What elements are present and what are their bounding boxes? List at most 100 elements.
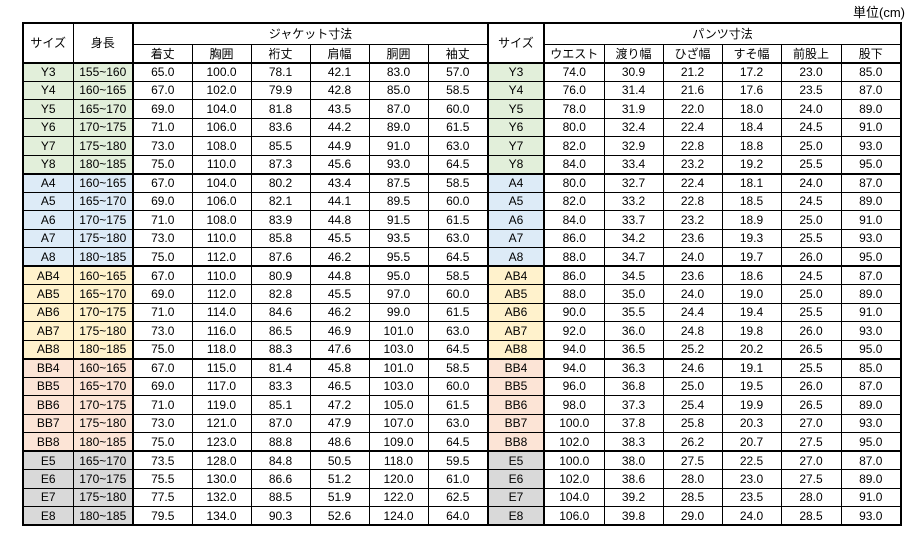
pants-value-cell: 104.0 (543, 487, 605, 507)
jacket-value-cell: 108.0 (191, 210, 252, 230)
jacket-value-cell: 110.0 (191, 154, 252, 174)
size-cell-right: AB5 (487, 284, 545, 304)
jacket-value-cell: 71.0 (132, 210, 193, 230)
header-jacket-col: 胴囲 (368, 43, 429, 64)
pants-value-cell: 18.5 (721, 191, 782, 211)
pants-value-cell: 39.8 (603, 506, 664, 526)
pants-value-cell: 33.2 (603, 191, 664, 211)
jacket-value-cell: 60.0 (427, 191, 489, 211)
table-row: Y8 180~185 75.0 110.0 87.3 45.6 93.0 64.5 Y8 84.0… (22, 154, 902, 174)
pants-value-cell: 33.7 (603, 210, 664, 230)
height-cell: 180~185 (72, 432, 134, 452)
jacket-value-cell: 69.0 (132, 191, 193, 211)
jacket-value-cell: 86.5 (250, 321, 311, 341)
table-row: A6 170~175 71.0 108.0 83.9 44.8 91.5 61.5 A6 84.0… (22, 210, 902, 230)
jacket-value-cell: 89.0 (368, 117, 429, 137)
header-jacket-col: 袖丈 (427, 43, 489, 64)
table-row: E5 165~170 73.5 128.0 84.8 50.5 118.0 59.5 E5 100… (22, 450, 902, 470)
height-cell: 160~165 (72, 80, 134, 100)
jacket-value-cell: 51.9 (309, 487, 370, 507)
size-cell: AB5 (22, 284, 74, 304)
pants-value-cell: 22.8 (662, 136, 723, 156)
pants-value-cell: 22.0 (662, 99, 723, 119)
size-cell: AB8 (22, 339, 74, 359)
jacket-value-cell: 106.0 (191, 117, 252, 137)
pants-value-cell: 25.0 (780, 210, 842, 230)
pants-value-cell: 19.0 (721, 284, 782, 304)
jacket-value-cell: 134.0 (191, 506, 252, 526)
jacket-value-cell: 43.4 (309, 172, 370, 193)
jacket-value-cell: 87.6 (250, 247, 311, 267)
pants-value-cell: 93.0 (840, 413, 902, 433)
pants-value-cell: 35.0 (603, 284, 664, 304)
jacket-value-cell: 91.0 (368, 136, 429, 156)
jacket-value-cell: 64.0 (427, 506, 489, 526)
jacket-value-cell: 85.8 (250, 228, 311, 248)
jacket-value-cell: 120.0 (368, 469, 429, 489)
height-cell: 160~165 (72, 265, 134, 285)
size-table-body: Y3 155~160 65.0 100.0 78.1 42.1 83.0 57.0 Y3 74.0… (22, 61, 902, 526)
pants-value-cell: 84.0 (543, 210, 605, 230)
table-row: A4 160~165 67.0 104.0 80.2 43.4 87.5 58.5 A4 80.0… (22, 172, 902, 193)
jacket-value-cell: 71.0 (132, 302, 193, 322)
pants-value-cell: 18.0 (721, 99, 782, 119)
pants-value-cell: 88.0 (543, 247, 605, 267)
size-cell-right: A6 (487, 210, 545, 230)
pants-value-cell: 87.0 (840, 80, 902, 100)
size-cell: E8 (22, 506, 74, 526)
pants-value-cell: 92.0 (543, 321, 605, 341)
size-cell-right: Y7 (487, 136, 545, 156)
size-cell-right: AB8 (487, 339, 545, 359)
jacket-value-cell: 122.0 (368, 487, 429, 507)
pants-value-cell: 39.2 (603, 487, 664, 507)
jacket-value-cell: 58.5 (427, 80, 489, 100)
jacket-value-cell: 58.5 (427, 265, 489, 285)
size-cell: AB7 (22, 321, 74, 341)
pants-value-cell: 24.0 (721, 506, 782, 526)
pants-value-cell: 95.0 (840, 154, 902, 174)
jacket-value-cell: 119.0 (191, 395, 252, 415)
height-cell: 175~180 (72, 321, 134, 341)
size-cell-right: E6 (487, 469, 545, 489)
jacket-value-cell: 114.0 (191, 302, 252, 322)
jacket-value-cell: 84.8 (250, 450, 311, 470)
pants-value-cell: 93.0 (840, 321, 902, 341)
jacket-value-cell: 65.0 (132, 61, 193, 82)
size-cell: A6 (22, 210, 74, 230)
pants-value-cell: 23.5 (721, 487, 782, 507)
size-cell: Y6 (22, 117, 74, 137)
jacket-value-cell: 64.5 (427, 247, 489, 267)
jacket-value-cell: 132.0 (191, 487, 252, 507)
pants-value-cell: 37.3 (603, 395, 664, 415)
jacket-value-cell: 107.0 (368, 413, 429, 433)
header-pants-col: すそ幅 (721, 43, 782, 64)
size-cell: BB7 (22, 413, 74, 433)
jacket-value-cell: 124.0 (368, 506, 429, 526)
size-cell: E5 (22, 450, 74, 470)
height-cell: 170~175 (72, 395, 134, 415)
header-pants-group: パンツ寸法 (543, 22, 902, 45)
jacket-value-cell: 105.0 (368, 395, 429, 415)
pants-value-cell: 27.0 (780, 413, 842, 433)
height-cell: 180~185 (72, 247, 134, 267)
pants-value-cell: 26.2 (662, 432, 723, 452)
header-pants-col: 股下 (840, 43, 902, 64)
size-cell-right: BB5 (487, 376, 545, 396)
jacket-value-cell: 51.2 (309, 469, 370, 489)
pants-value-cell: 74.0 (543, 61, 605, 82)
jacket-value-cell: 87.5 (368, 172, 429, 193)
jacket-value-cell: 79.9 (250, 80, 311, 100)
pants-value-cell: 20.7 (721, 432, 782, 452)
pants-value-cell: 36.8 (603, 376, 664, 396)
pants-value-cell: 89.0 (840, 395, 902, 415)
pants-value-cell: 86.0 (543, 265, 605, 285)
jacket-value-cell: 64.5 (427, 154, 489, 174)
unit-label: 単位(cm) (853, 5, 905, 20)
jacket-value-cell: 82.8 (250, 284, 311, 304)
jacket-value-cell: 75.0 (132, 432, 193, 452)
height-cell: 165~170 (72, 99, 134, 119)
pants-value-cell: 27.5 (662, 450, 723, 470)
jacket-value-cell: 61.0 (427, 469, 489, 489)
pants-value-cell: 91.0 (840, 117, 902, 137)
table-row: AB4 160~165 67.0 110.0 80.9 44.8 95.0 58.5 AB4 86… (22, 265, 902, 285)
